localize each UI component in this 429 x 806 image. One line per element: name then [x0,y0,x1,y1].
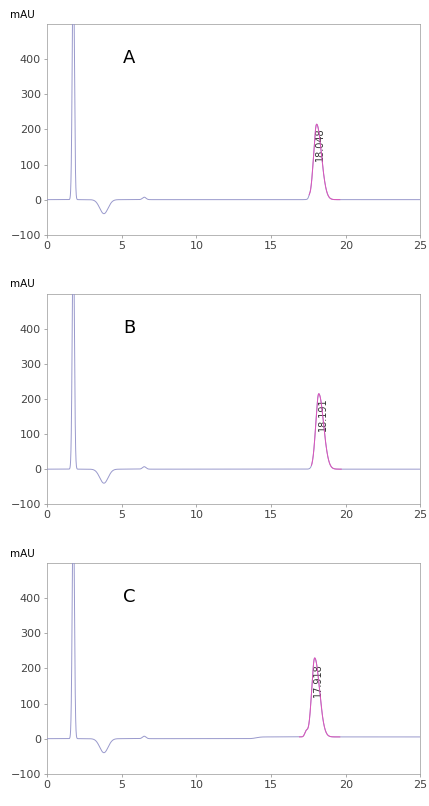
Text: 18.048: 18.048 [315,127,325,161]
Text: 17.918: 17.918 [314,663,323,697]
Text: mAU: mAU [10,10,35,20]
Text: 18.191: 18.191 [317,397,327,431]
Text: mAU: mAU [10,280,35,289]
Text: B: B [123,319,136,337]
Text: mAU: mAU [10,549,35,559]
Text: C: C [123,588,136,606]
Text: A: A [123,49,136,68]
